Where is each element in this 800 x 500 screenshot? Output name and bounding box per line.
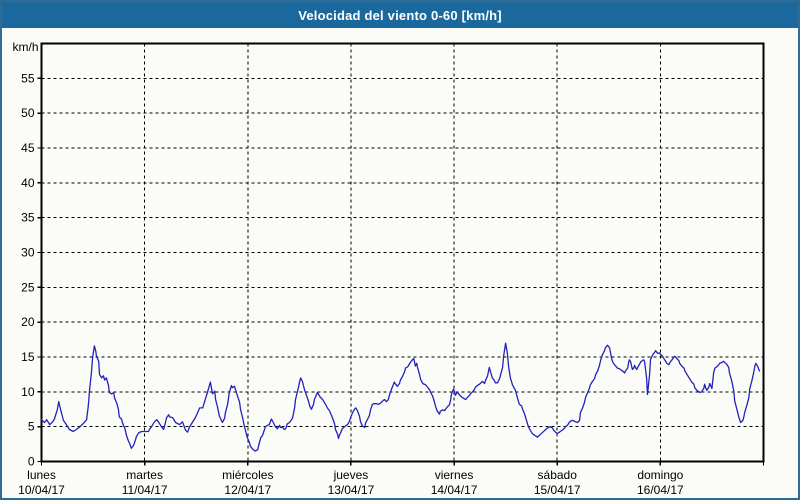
y-tick-label: 25 [21,280,35,294]
y-tick-label: 20 [21,315,35,329]
x-day-label: martes [126,468,163,482]
x-date-label: 14/04/17 [431,483,478,497]
y-axis-unit-label: km/h [12,40,38,54]
y-tick-label: 10 [21,385,35,399]
x-day-label: domingo [637,468,683,482]
y-tick-label: 55 [21,71,35,85]
x-date-label: 15/04/17 [534,483,581,497]
y-tick-label: 50 [21,106,35,120]
wind-speed-chart: 0 5 10 15 20 25 30 35 40 45 50 55 lunes 10/04/17 marte… [2,28,798,498]
x-date-label: 16/04/17 [637,483,684,497]
title-bar: Velocidad del viento 0-60 [km/h] [2,2,798,28]
y-tick-label: 0 [28,455,35,469]
x-date-label: 11/04/17 [122,483,168,497]
x-date-label: 12/04/17 [224,483,271,497]
x-day-label: viernes [435,468,474,482]
y-tick-label: 5 [28,420,35,434]
x-day-label: miércoles [222,468,273,482]
chart-title: Velocidad del viento 0-60 [km/h] [298,7,502,23]
wind-speed-line [40,342,761,452]
y-tick-label: 30 [21,246,35,260]
y-tick-label: 35 [21,211,35,225]
x-day-label: jueves [333,468,369,482]
x-day-label: sábado [538,468,578,482]
x-day-label: lunes [27,468,56,482]
y-tick-label: 40 [21,176,35,190]
x-date-label: 13/04/17 [328,483,375,497]
x-date-label: 10/04/17 [18,483,65,497]
y-tick-label: 15 [21,350,35,364]
y-tick-label: 45 [21,141,35,155]
